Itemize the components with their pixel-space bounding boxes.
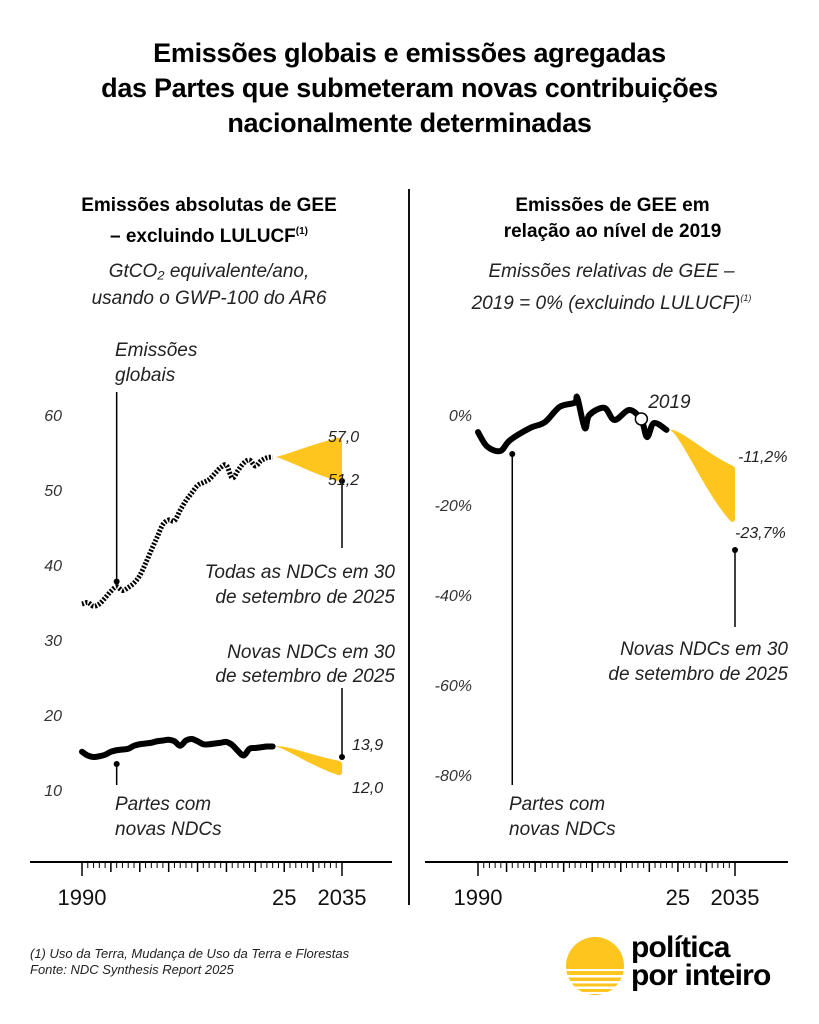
main-title-line: nacionalmente determinadas <box>227 108 592 138</box>
right-title-line: Emissões de GEE em <box>515 195 710 216</box>
right-ytick-label: -80% <box>435 768 472 785</box>
brand-logo: política por inteiro <box>565 931 795 996</box>
left-subtitle-line: usando o GWP-100 do AR6 <box>91 288 327 309</box>
global-annotation-dot <box>113 578 120 585</box>
right-ndcs-annotation-text: de setembro de 2025 <box>608 664 788 685</box>
left-panel-title: Emissões absolutas de GEE – excluindo LU… <box>20 193 398 250</box>
footnote-ref: (1) <box>740 293 752 303</box>
reference-2019-marker <box>634 412 649 426</box>
left-title-line: Emissões absolutas de GEE <box>81 195 337 216</box>
left-xtick-label: 25 <box>272 885 296 910</box>
sun-logo-icon <box>566 937 624 995</box>
new-ndcs-annotation-text: de setembro de 2025 <box>215 666 395 687</box>
logo-line: por inteiro <box>631 959 771 992</box>
right-subtitle-text: 2019 = 0% (excluindo LULUCF) <box>471 293 741 314</box>
left-projection-band <box>275 746 343 776</box>
main-title: Emissões globais e emissões agregadas da… <box>0 36 819 141</box>
right-subtitle-line: Emissões relativas de GEE – <box>488 261 735 282</box>
right-subtitle-line2: 2019 = 0% (excluindo LULUCF)(1) <box>414 285 809 317</box>
parties-annotation-text: novas NDCs <box>115 819 222 840</box>
right-title-line: relação ao nível de 2019 <box>503 221 722 242</box>
right-ndcs-low-label: -23,7% <box>735 525 786 542</box>
left-parties-line <box>79 735 276 761</box>
main-title-line: das Partes que submeteram novas contribu… <box>101 73 718 103</box>
left-ytick-label: 40 <box>44 558 62 575</box>
reference-2019-label: 2019 <box>647 392 691 413</box>
new-ndcs-low-label: 12,0 <box>352 780 383 797</box>
left-ytick-label: 20 <box>43 708 62 725</box>
main-title-line: Emissões globais e emissões agregadas <box>153 38 666 68</box>
left-title-text: – excluindo LULUCF <box>109 226 296 247</box>
all-ndcs-dot <box>339 478 345 484</box>
right-ytick-label: 0% <box>449 408 472 425</box>
new-ndcs-annotation-text: Novas NDCs em 30 <box>227 642 395 663</box>
right-xtick-label: 25 <box>666 885 690 910</box>
left-xtick-label: 1990 <box>58 885 107 910</box>
left-projection-band <box>275 437 343 482</box>
panel-divider <box>408 189 410 905</box>
left-title-line2: – excluindo LULUCF(1) <box>20 219 398 250</box>
left-ytick-label: 60 <box>44 408 62 425</box>
right-ytick-label: -40% <box>435 588 472 605</box>
right-parties-annotation-text: Partes com <box>509 794 605 815</box>
right-ndcs-high-label: -11,2% <box>738 449 788 466</box>
left-panel-subtitle: GtCO₂ equivalente/ano, usando o GWP-100 … <box>20 258 398 312</box>
left-ytick-label: 50 <box>44 483 62 500</box>
right-ytick-label: -20% <box>435 498 472 515</box>
left-subtitle-line: GtCO₂ equivalente/ano, <box>108 261 310 282</box>
right-parties-annotation-text: novas NDCs <box>509 819 616 840</box>
left-ytick-label: 30 <box>44 633 62 650</box>
right-xtick-label: 2035 <box>711 885 760 910</box>
new-ndcs-high-label: 13,9 <box>352 737 383 754</box>
parties-annotation-text: Partes com <box>115 794 211 815</box>
right-panel-title: Emissões de GEE em relação ao nível de 2… <box>420 193 805 245</box>
logo-wordmark: política por inteiro <box>631 931 771 992</box>
global-emissions-line <box>81 454 273 609</box>
right-panel-subtitle: Emissões relativas de GEE – 2019 = 0% (e… <box>414 258 809 317</box>
all-ndcs-annotation-text: Todas as NDCs em 30 <box>205 562 396 583</box>
source-text: Fonte: NDC Synthesis Report 2025 <box>30 962 234 977</box>
all-ndcs-low-label: 51,2 <box>328 472 359 489</box>
all-ndcs-annotation-text: de setembro de 2025 <box>215 587 395 608</box>
all-ndcs-high-label: 57,0 <box>328 429 359 446</box>
left-ytick-label: 10 <box>44 783 62 800</box>
left-xtick-label: 2035 <box>318 885 367 910</box>
footnote-text: (1) Uso da Terra, Mudança de Uso da Terr… <box>30 946 350 961</box>
right-projection-band <box>669 429 736 522</box>
global-annotation-text: Emissões <box>115 340 198 361</box>
logo-line: política <box>631 931 730 964</box>
new-ndcs-dot <box>339 754 345 760</box>
global-annotation-text: globais <box>115 365 176 386</box>
right-xtick-label: 1990 <box>454 885 503 910</box>
footer: (1) Uso da Terra, Mudança de Uso da Terr… <box>30 946 349 978</box>
right-ndcs-annotation-text: Novas NDCs em 30 <box>620 639 788 660</box>
right-ytick-label: -60% <box>435 678 472 695</box>
footnote-ref: (1) <box>295 226 309 237</box>
